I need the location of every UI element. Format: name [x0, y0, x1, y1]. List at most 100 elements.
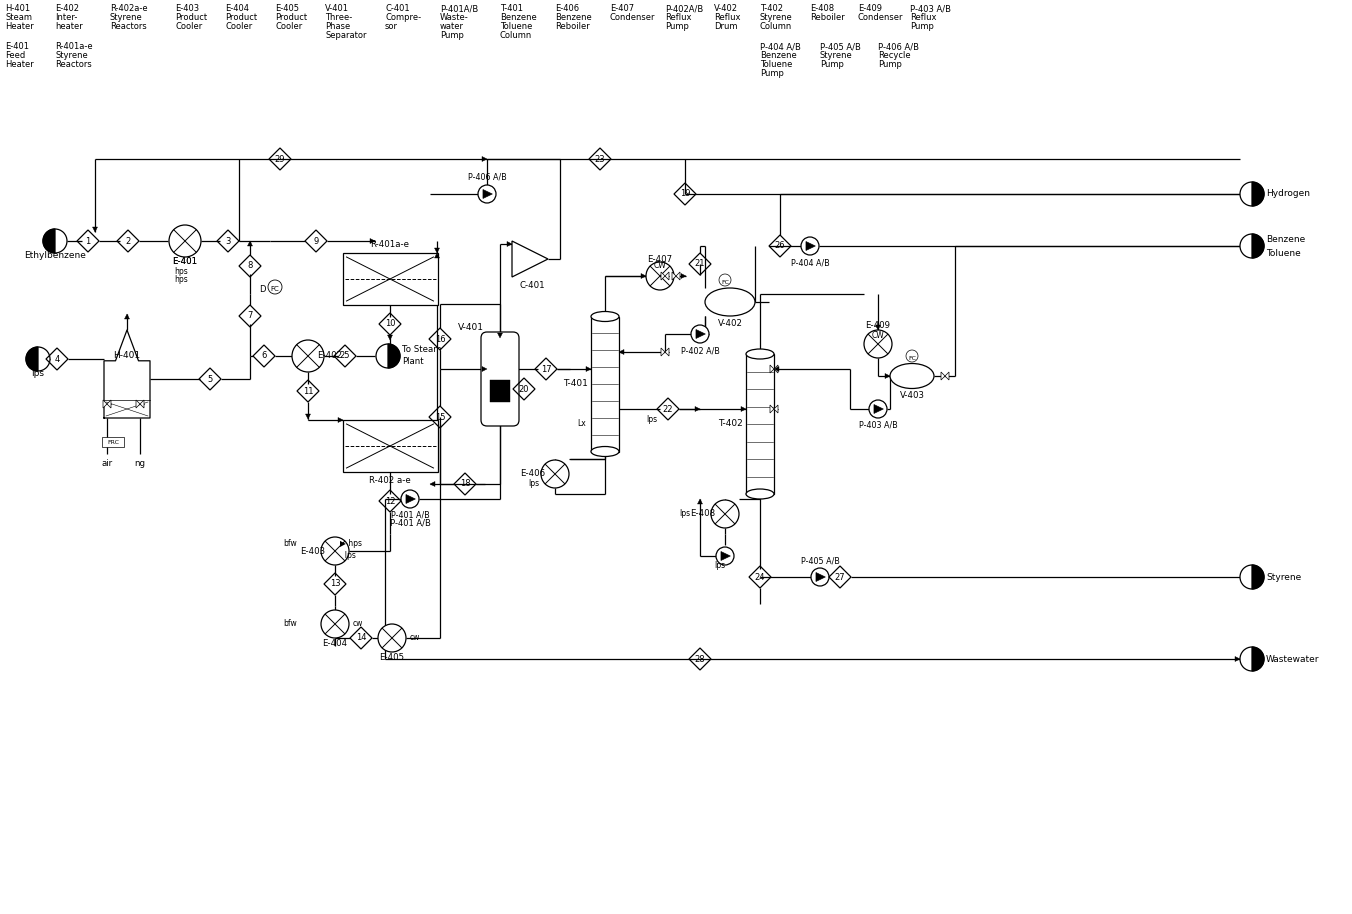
Text: FC: FC: [721, 280, 729, 284]
Circle shape: [320, 610, 349, 638]
Wedge shape: [43, 229, 55, 253]
Polygon shape: [696, 330, 706, 338]
Text: Reboiler: Reboiler: [556, 22, 589, 31]
Text: Pump: Pump: [877, 60, 902, 69]
Text: 26: 26: [775, 241, 786, 250]
Text: 11: 11: [303, 387, 314, 396]
Text: E-408: E-408: [810, 4, 834, 13]
Text: Product: Product: [224, 13, 257, 22]
Text: Wastewater: Wastewater: [1265, 654, 1320, 664]
Text: 3: 3: [226, 237, 231, 246]
Text: Reactors: Reactors: [55, 60, 92, 69]
Text: 21: 21: [695, 260, 706, 269]
Text: E-409: E-409: [865, 322, 891, 331]
Text: V-403: V-403: [899, 391, 925, 400]
Wedge shape: [388, 344, 400, 368]
Text: Heater: Heater: [5, 60, 34, 69]
Text: 18: 18: [460, 480, 470, 488]
Text: Styrene: Styrene: [110, 13, 143, 22]
Text: P-401 A/B: P-401 A/B: [389, 519, 430, 528]
Text: Heater: Heater: [5, 22, 34, 31]
Wedge shape: [26, 347, 38, 371]
Polygon shape: [641, 273, 646, 279]
Text: Hydrogen: Hydrogen: [1265, 189, 1310, 198]
Circle shape: [43, 229, 68, 253]
Text: Toluene: Toluene: [760, 60, 792, 69]
Text: E-404: E-404: [224, 4, 249, 13]
Polygon shape: [498, 333, 503, 338]
Text: Benzene: Benzene: [556, 13, 592, 22]
Text: T-401: T-401: [564, 379, 588, 388]
Circle shape: [711, 500, 740, 528]
Polygon shape: [773, 367, 779, 371]
Polygon shape: [773, 365, 777, 373]
Text: Phase: Phase: [324, 22, 350, 31]
Circle shape: [800, 237, 819, 255]
Text: D: D: [258, 284, 265, 293]
Text: 29: 29: [274, 154, 285, 164]
Polygon shape: [941, 372, 945, 380]
Text: water: water: [439, 22, 464, 31]
Text: 14: 14: [356, 633, 366, 643]
Text: cw: cw: [353, 620, 364, 629]
Polygon shape: [507, 241, 512, 247]
Circle shape: [402, 490, 419, 508]
Text: E-402: E-402: [55, 4, 78, 13]
Text: Separator: Separator: [324, 31, 366, 40]
Polygon shape: [1234, 656, 1240, 662]
Text: Lx: Lx: [577, 420, 587, 429]
Text: E-408: E-408: [691, 509, 715, 518]
Text: Pump: Pump: [665, 22, 690, 31]
Text: Recycle: Recycle: [877, 51, 911, 60]
Polygon shape: [430, 482, 435, 486]
Text: hps: hps: [174, 274, 188, 283]
Text: Cooler: Cooler: [224, 22, 253, 31]
Text: 6: 6: [261, 352, 266, 360]
Text: 5: 5: [207, 375, 212, 384]
Text: Reboiler: Reboiler: [810, 13, 845, 22]
Text: E-406: E-406: [556, 4, 579, 13]
Text: lps: lps: [714, 561, 726, 570]
Polygon shape: [817, 572, 826, 581]
Circle shape: [379, 624, 406, 652]
Text: 25: 25: [339, 352, 350, 360]
Text: cw: cw: [410, 633, 420, 643]
Polygon shape: [681, 273, 685, 279]
Text: H-401: H-401: [5, 4, 30, 13]
Circle shape: [864, 330, 892, 358]
Polygon shape: [434, 253, 439, 258]
Polygon shape: [721, 551, 730, 560]
Bar: [342, 420, 438, 472]
Text: H-401: H-401: [114, 352, 141, 360]
Text: E-403: E-403: [300, 547, 326, 556]
Polygon shape: [141, 400, 145, 408]
Text: Steam: Steam: [5, 13, 32, 22]
Text: P-403 A/B: P-403 A/B: [859, 421, 898, 430]
Text: P-405 A/B: P-405 A/B: [821, 42, 861, 51]
Text: Styrene: Styrene: [55, 51, 88, 60]
Circle shape: [1240, 565, 1264, 589]
Circle shape: [169, 225, 201, 257]
Text: R-401a-e: R-401a-e: [370, 240, 410, 249]
Text: air: air: [101, 460, 112, 469]
Text: P-402 A/B: P-402 A/B: [680, 346, 719, 355]
Text: lps: lps: [646, 415, 657, 423]
Text: Benzene: Benzene: [1265, 235, 1305, 243]
Text: Drum: Drum: [714, 22, 737, 31]
Text: E-406: E-406: [521, 470, 546, 479]
Text: Benzene: Benzene: [760, 51, 796, 60]
Wedge shape: [1252, 647, 1264, 671]
Text: Reflux: Reflux: [665, 13, 691, 22]
Text: 10: 10: [385, 320, 395, 328]
Text: 22: 22: [662, 405, 673, 413]
Text: Toluene: Toluene: [1265, 249, 1301, 258]
Wedge shape: [1252, 182, 1264, 206]
Text: V-402: V-402: [714, 4, 738, 13]
Text: Product: Product: [274, 13, 307, 22]
Text: E-405: E-405: [274, 4, 299, 13]
Bar: [489, 380, 510, 402]
Text: Column: Column: [760, 22, 792, 31]
Polygon shape: [876, 325, 880, 330]
Text: CW: CW: [653, 261, 667, 271]
Circle shape: [869, 400, 887, 418]
